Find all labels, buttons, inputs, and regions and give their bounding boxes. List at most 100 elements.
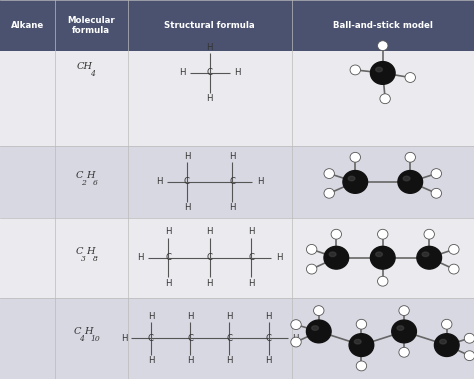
Ellipse shape: [464, 351, 474, 361]
Ellipse shape: [324, 246, 348, 269]
Text: C: C: [187, 334, 193, 343]
Ellipse shape: [424, 229, 434, 239]
Ellipse shape: [397, 326, 404, 330]
Ellipse shape: [376, 252, 383, 257]
Bar: [0, 146, 474, 218]
Ellipse shape: [349, 334, 374, 356]
Ellipse shape: [376, 67, 383, 72]
Text: H: H: [207, 43, 213, 52]
Ellipse shape: [306, 244, 317, 254]
Ellipse shape: [392, 320, 417, 343]
Ellipse shape: [434, 334, 459, 356]
Ellipse shape: [312, 326, 319, 330]
Ellipse shape: [329, 252, 336, 257]
Text: 2: 2: [82, 179, 86, 187]
Ellipse shape: [348, 176, 355, 181]
Ellipse shape: [399, 305, 410, 315]
Text: C: C: [226, 334, 232, 343]
Text: Ball-and-stick model: Ball-and-stick model: [333, 21, 433, 30]
Text: C: C: [75, 247, 83, 256]
Text: C: C: [207, 69, 213, 77]
Text: H: H: [187, 356, 193, 365]
Ellipse shape: [291, 320, 301, 330]
Text: H: H: [179, 69, 185, 77]
Ellipse shape: [380, 94, 390, 103]
Text: 6: 6: [92, 179, 98, 187]
Text: H: H: [207, 279, 213, 288]
Bar: [0, 218, 474, 298]
Text: C: C: [248, 253, 255, 262]
Ellipse shape: [343, 171, 368, 193]
Text: H: H: [226, 312, 232, 321]
Ellipse shape: [448, 244, 459, 254]
Text: Molecular
formula: Molecular formula: [67, 16, 115, 35]
Text: H: H: [234, 69, 240, 77]
Ellipse shape: [331, 229, 341, 239]
Ellipse shape: [377, 276, 388, 286]
Text: H: H: [207, 94, 213, 103]
Ellipse shape: [422, 252, 429, 257]
Text: 4: 4: [90, 70, 95, 78]
Text: H: H: [83, 327, 92, 337]
Text: H: H: [292, 334, 298, 343]
Ellipse shape: [313, 305, 324, 315]
Ellipse shape: [291, 337, 301, 347]
Text: 4: 4: [79, 335, 84, 343]
Text: H: H: [229, 203, 236, 212]
Text: H: H: [148, 312, 154, 321]
Ellipse shape: [405, 72, 415, 83]
Ellipse shape: [377, 41, 388, 51]
Text: H: H: [187, 312, 193, 321]
Text: 3: 3: [82, 255, 86, 263]
Ellipse shape: [355, 340, 361, 344]
Text: H: H: [248, 227, 255, 236]
Ellipse shape: [370, 246, 395, 269]
Ellipse shape: [370, 61, 395, 85]
Bar: [0, 0, 474, 51]
Text: H: H: [184, 203, 190, 212]
Text: Structural formula: Structural formula: [164, 21, 255, 30]
Text: C: C: [265, 334, 272, 343]
Bar: [0, 298, 474, 379]
Text: H: H: [137, 253, 144, 262]
Text: H: H: [86, 247, 94, 256]
Ellipse shape: [377, 229, 388, 239]
Ellipse shape: [324, 169, 334, 179]
Text: 10: 10: [90, 335, 100, 343]
Ellipse shape: [356, 319, 366, 329]
Ellipse shape: [306, 320, 331, 343]
Text: H: H: [257, 177, 263, 186]
Ellipse shape: [398, 171, 423, 193]
Ellipse shape: [306, 264, 317, 274]
Text: H: H: [121, 334, 128, 343]
Text: C: C: [184, 177, 190, 186]
Text: H: H: [156, 177, 163, 186]
Ellipse shape: [440, 340, 447, 344]
Text: C: C: [73, 327, 81, 337]
Ellipse shape: [431, 169, 442, 179]
Ellipse shape: [356, 361, 366, 371]
Text: C: C: [207, 253, 213, 262]
Ellipse shape: [324, 188, 334, 198]
Ellipse shape: [350, 65, 360, 75]
Text: H: H: [265, 356, 272, 365]
Text: H: H: [207, 227, 213, 236]
Text: C: C: [229, 177, 236, 186]
Text: H: H: [148, 356, 154, 365]
Text: H: H: [86, 171, 94, 180]
Text: Alkane: Alkane: [10, 21, 44, 30]
Ellipse shape: [441, 319, 452, 329]
Bar: [0, 0, 474, 146]
Text: H: H: [265, 312, 272, 321]
Ellipse shape: [417, 246, 441, 269]
Text: H: H: [229, 152, 236, 161]
Ellipse shape: [431, 188, 442, 198]
Ellipse shape: [405, 152, 415, 162]
Text: H: H: [184, 152, 190, 161]
Text: C: C: [75, 171, 83, 180]
Text: CH: CH: [77, 62, 93, 71]
Text: 8: 8: [92, 255, 98, 263]
Text: C: C: [148, 334, 154, 343]
Ellipse shape: [464, 334, 474, 343]
Text: H: H: [165, 227, 171, 236]
